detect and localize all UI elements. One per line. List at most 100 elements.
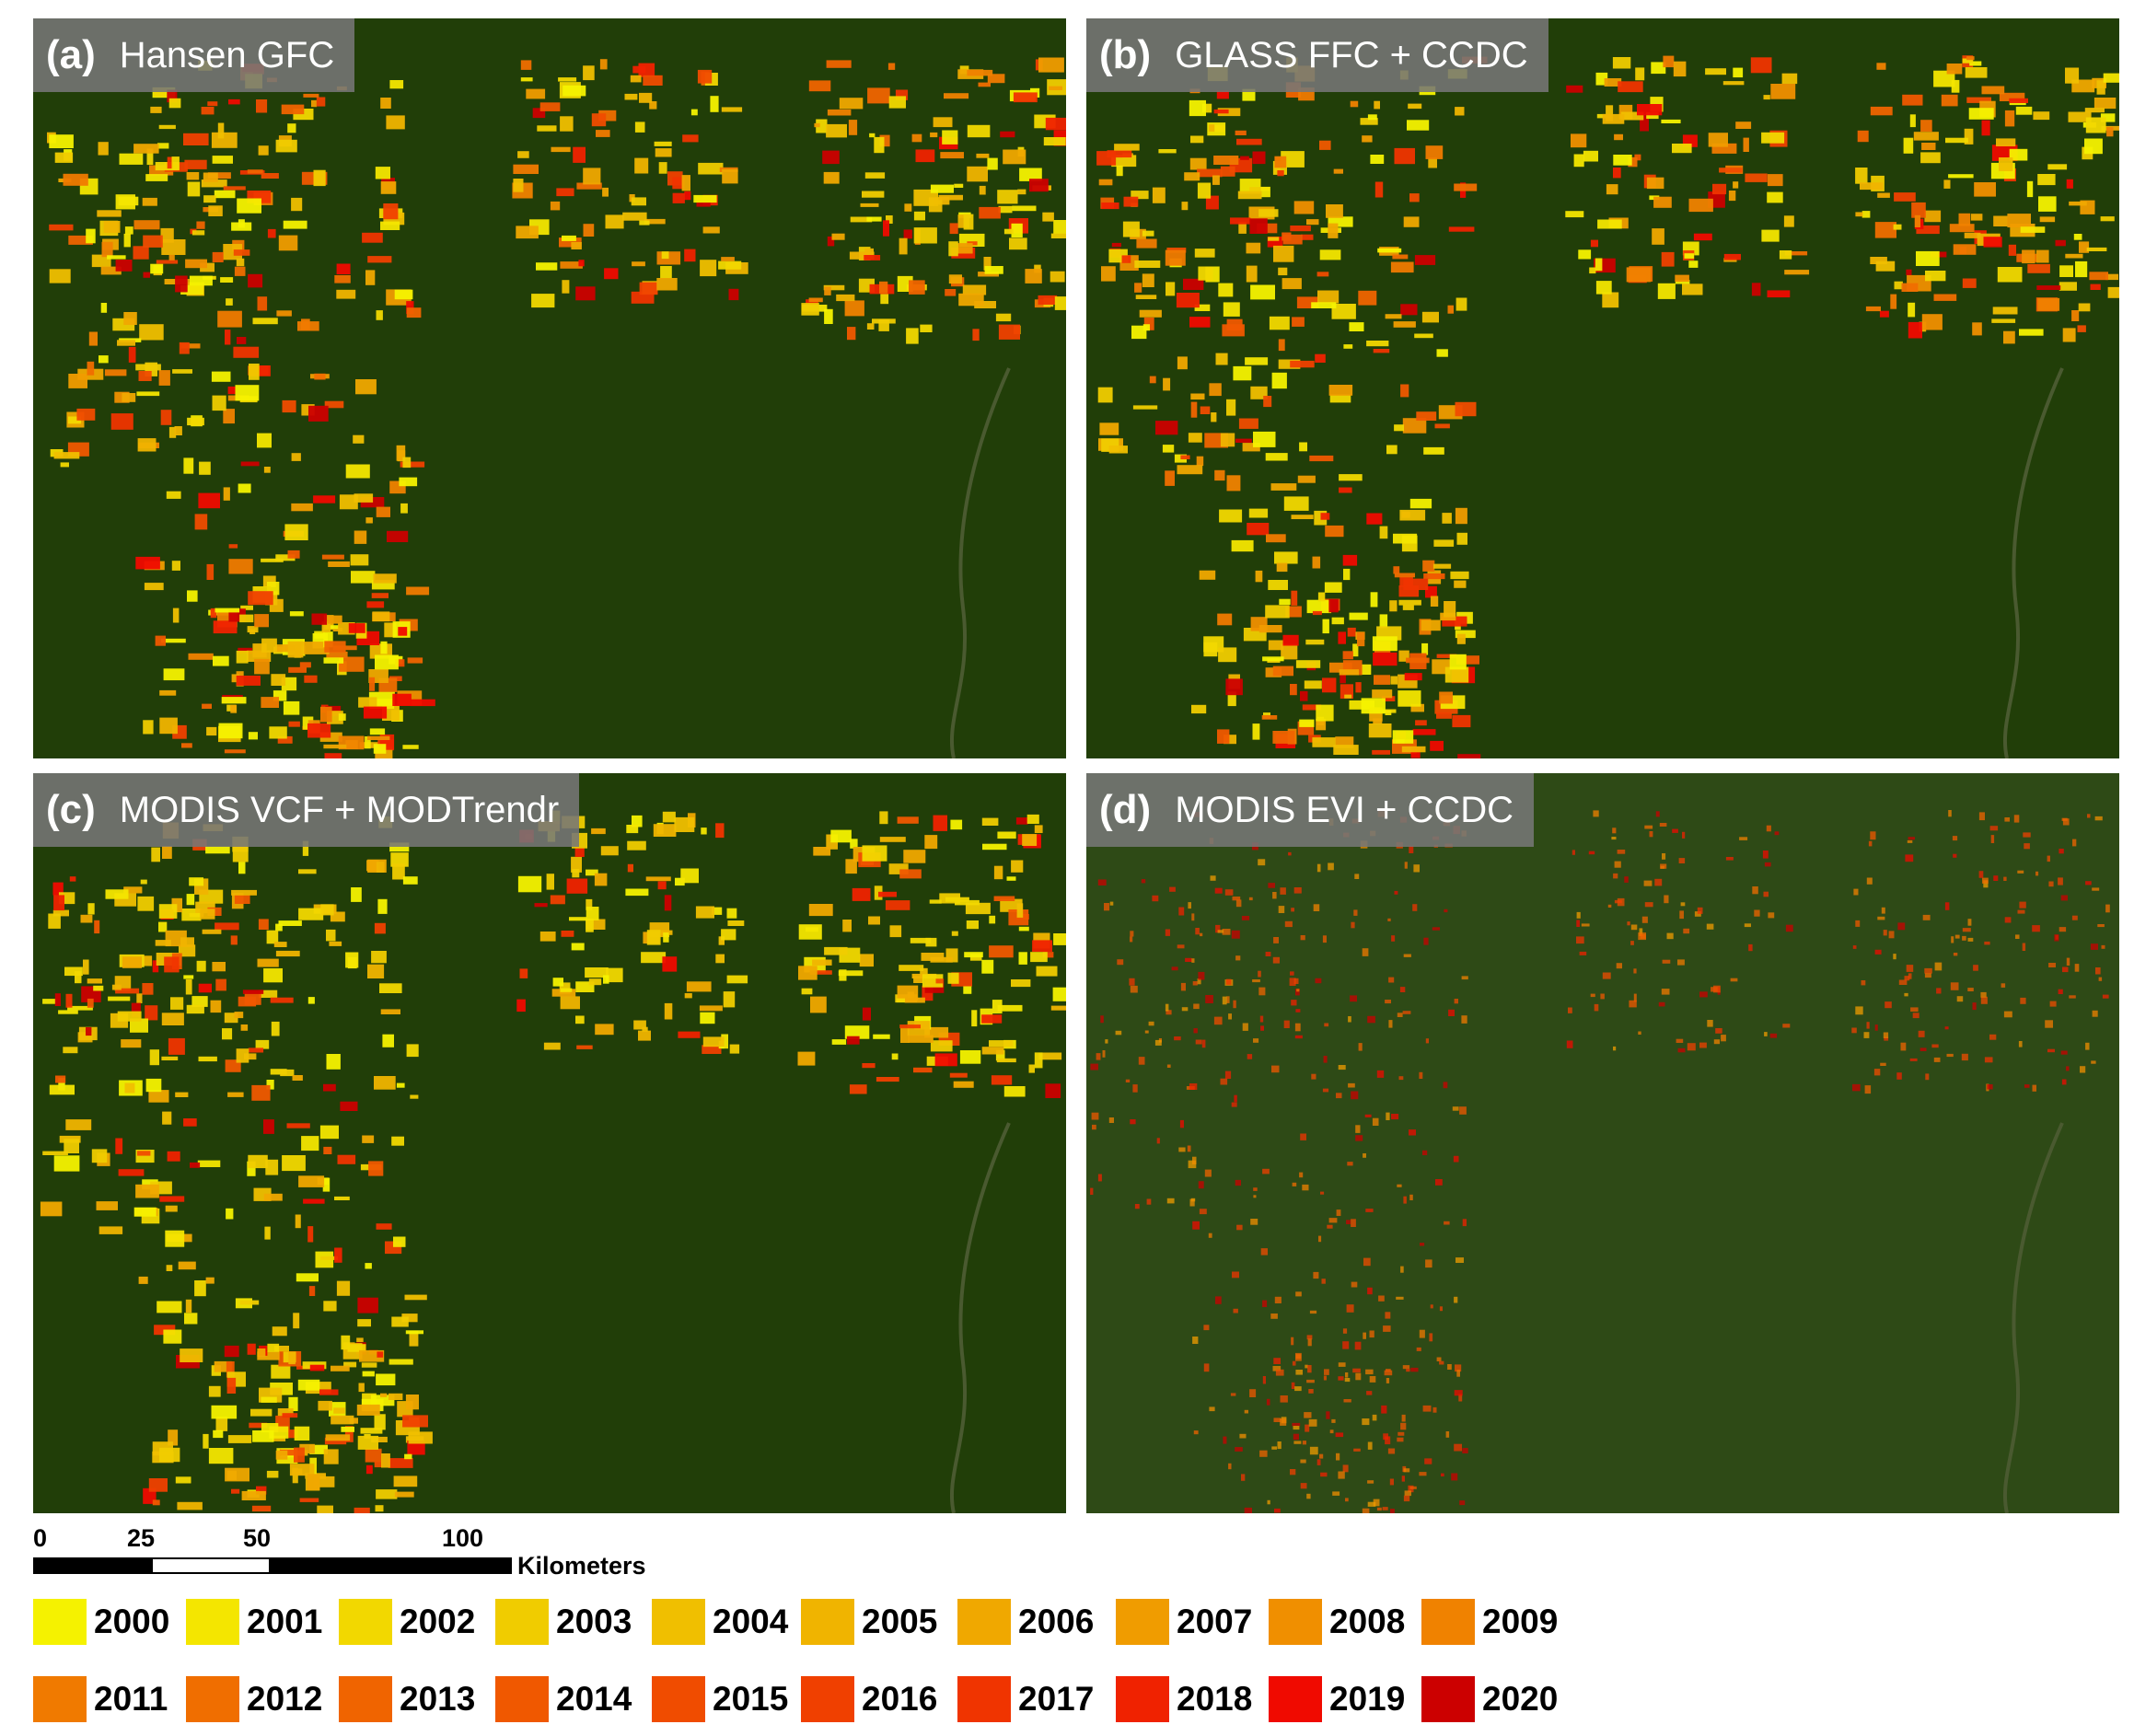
deforestation-patch [119, 153, 144, 165]
deforestation-patch [1442, 616, 1467, 627]
deforestation-patch [2080, 1066, 2086, 1073]
deforestation-patch [1725, 857, 1734, 861]
deforestation-patch [105, 889, 129, 899]
deforestation-patch [1370, 592, 1378, 608]
deforestation-patch [1378, 1295, 1385, 1302]
deforestation-patch [812, 959, 832, 966]
deforestation-patch [867, 87, 890, 104]
deforestation-patch [531, 294, 555, 308]
deforestation-patch [1721, 1035, 1726, 1042]
deforestation-patch [808, 904, 833, 917]
deforestation-patch [869, 133, 876, 138]
deforestation-patch [1336, 1209, 1341, 1216]
deforestation-patch [1943, 179, 1951, 189]
deforestation-patch [371, 593, 389, 598]
deforestation-patch [2079, 241, 2090, 253]
deforestation-patch [599, 59, 608, 70]
deforestation-patch [1920, 120, 1932, 133]
deforestation-patch [299, 1498, 319, 1502]
deforestation-patch [1291, 908, 1294, 912]
deforestation-patch [1169, 886, 1176, 892]
deforestation-patch [1097, 387, 1113, 403]
deforestation-patch [288, 1351, 296, 1365]
deforestation-patch [187, 417, 204, 426]
deforestation-patch [900, 1027, 910, 1043]
deforestation-patch [1402, 418, 1427, 434]
deforestation-patch [2058, 877, 2063, 885]
deforestation-patch [516, 226, 539, 239]
deforestation-patch [1676, 1038, 1684, 1043]
panel-title: Hansen GFC [119, 34, 335, 75]
deforestation-patch [850, 839, 858, 849]
deforestation-patch [1864, 1085, 1872, 1094]
deforestation-patch [214, 190, 236, 199]
deforestation-patch [275, 923, 283, 932]
deforestation-patch [234, 1012, 244, 1019]
deforestation-patch [575, 1015, 585, 1024]
legend-swatch [186, 1676, 239, 1722]
deforestation-patch [1906, 965, 1914, 972]
deforestation-patch [396, 1082, 405, 1088]
deforestation-patch [1322, 1088, 1329, 1093]
deforestation-patch [183, 1118, 197, 1127]
deforestation-patch [2017, 870, 2024, 874]
panel-title: MODIS EVI + CCDC [1175, 789, 1514, 830]
deforestation-patch [1300, 1483, 1307, 1489]
deforestation-patch [1026, 814, 1039, 824]
deforestation-patch [1397, 1013, 1403, 1017]
deforestation-patch [588, 978, 602, 986]
deforestation-patch [2015, 934, 2020, 939]
deforestation-patch [1412, 904, 1418, 911]
deforestation-patch [1408, 103, 1422, 110]
deforestation-patch [836, 294, 855, 302]
deforestation-patch [586, 919, 606, 930]
deforestation-patch [227, 386, 236, 395]
deforestation-patch [398, 627, 408, 636]
deforestation-patch [1328, 1218, 1338, 1223]
deforestation-patch [702, 1036, 725, 1047]
deforestation-patch [1284, 920, 1293, 928]
deforestation-patch [1306, 219, 1319, 226]
forest-background [1086, 773, 2119, 1513]
deforestation-patch [212, 395, 226, 411]
deforestation-patch [334, 1196, 350, 1200]
deforestation-patch [365, 736, 371, 749]
deforestation-patch [1394, 147, 1415, 165]
deforestation-patch [280, 1069, 295, 1077]
deforestation-patch [1209, 124, 1215, 132]
deforestation-patch [406, 1044, 419, 1058]
deforestation-patch [1372, 689, 1393, 699]
deforestation-patch [1214, 887, 1223, 894]
deforestation-patch [299, 662, 311, 668]
deforestation-patch [1291, 515, 1314, 519]
deforestation-patch [1305, 1424, 1310, 1432]
deforestation-patch [234, 266, 246, 276]
deforestation-patch [1425, 1038, 1429, 1044]
deforestation-patch [1225, 978, 1232, 985]
deforestation-patch [1197, 182, 1212, 199]
deforestation-patch [1205, 195, 1219, 210]
deforestation-patch [991, 1075, 1013, 1085]
deforestation-patch [1322, 935, 1327, 943]
deforestation-patch [852, 887, 871, 901]
deforestation-patch [189, 877, 203, 886]
deforestation-patch [365, 1263, 372, 1269]
deforestation-patch [1750, 57, 1772, 74]
deforestation-patch [1616, 963, 1622, 969]
deforestation-patch [1425, 1259, 1432, 1268]
deforestation-patch [54, 993, 61, 1006]
deforestation-patch [1193, 1003, 1200, 1010]
deforestation-patch [168, 1037, 185, 1055]
deforestation-patch [1962, 935, 1966, 941]
deforestation-patch [1250, 1219, 1258, 1225]
deforestation-patch [171, 561, 180, 571]
deforestation-patch [1003, 228, 1014, 235]
deforestation-patch [2077, 325, 2086, 332]
deforestation-patch [1456, 532, 1467, 545]
deforestation-patch [2004, 917, 2012, 923]
deforestation-patch [213, 1429, 224, 1439]
deforestation-patch [1921, 314, 1943, 330]
deforestation-patch [54, 152, 74, 163]
deforestation-patch [697, 69, 713, 84]
deforestation-patch [604, 268, 619, 280]
